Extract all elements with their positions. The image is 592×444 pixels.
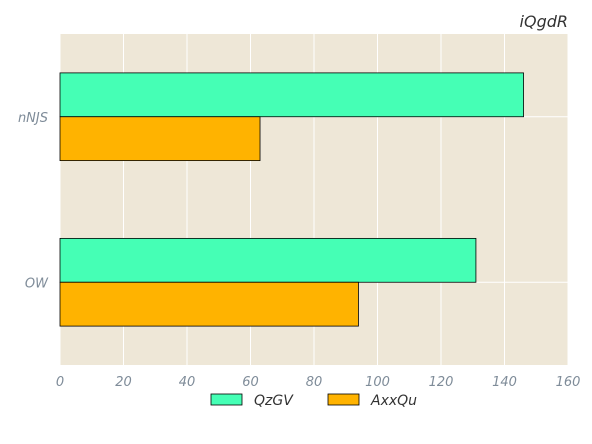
legend: QzGV AxxQu: [210, 393, 417, 409]
bar-axxqu-nnjs: [59, 116, 261, 162]
chart-title: iQgdR: [520, 12, 568, 31]
x-tick-label: 40: [179, 375, 196, 390]
bars: [59, 72, 524, 327]
legend-swatch-qzgv: [210, 393, 243, 406]
y-tick-label: nNJS: [18, 111, 48, 126]
x-tick-label: 100: [365, 375, 390, 390]
x-tick-labels: 0 20 40 60 80 100 120 140 160: [56, 375, 581, 390]
x-tick-label: 120: [429, 375, 454, 390]
y-tick-label: OW: [25, 276, 49, 291]
bar-qzgv-ow: [59, 237, 477, 283]
legend-label-qzgv: QzGV: [254, 393, 294, 409]
x-tick-label: 160: [556, 375, 581, 390]
bar-axxqu-ow: [59, 281, 359, 327]
x-tick-label: 80: [306, 375, 323, 390]
x-tick-label: 140: [492, 375, 517, 390]
x-tick-label: 20: [115, 375, 132, 390]
legend-label-axxqu: AxxQu: [370, 393, 417, 409]
x-tick-label: 60: [242, 375, 259, 390]
bar-qzgv-nnjs: [59, 72, 524, 118]
legend-swatch-axxqu: [327, 393, 360, 406]
y-tick-labels: nNJS OW: [18, 111, 49, 292]
x-tick-label: 0: [56, 375, 64, 390]
